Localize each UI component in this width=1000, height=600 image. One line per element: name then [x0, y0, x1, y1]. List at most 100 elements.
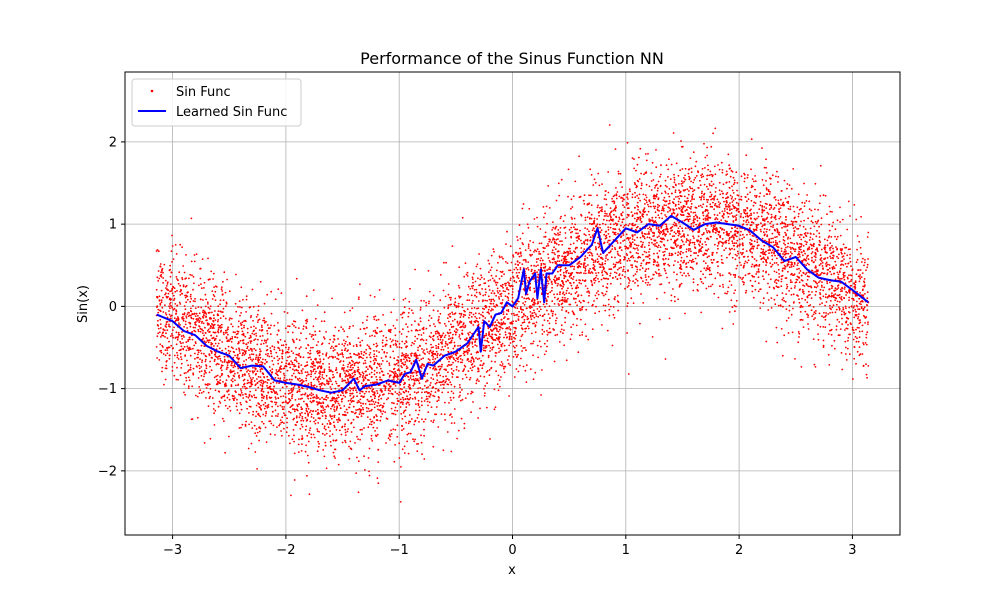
scatter-point	[807, 290, 810, 293]
scatter-point	[514, 251, 517, 254]
scatter-point	[545, 302, 548, 305]
scatter-point	[524, 369, 527, 372]
scatter-point	[664, 214, 666, 216]
scatter-point	[413, 391, 416, 393]
scatter-point	[334, 457, 336, 459]
scatter-point	[301, 415, 304, 418]
scatter-point	[457, 324, 460, 326]
scatter-point	[330, 370, 332, 372]
scatter-point	[609, 274, 611, 277]
scatter-point	[421, 404, 423, 407]
scatter-point	[162, 282, 165, 284]
scatter-point	[257, 305, 260, 308]
scatter-point	[595, 305, 597, 308]
scatter-point	[186, 345, 189, 348]
scatter-point	[306, 320, 309, 323]
scatter-point	[526, 279, 529, 282]
scatter-point	[765, 340, 768, 343]
scatter-point	[763, 206, 766, 208]
scatter-point	[482, 294, 485, 297]
scatter-point	[835, 328, 838, 331]
scatter-point	[321, 423, 324, 426]
scatter-point	[793, 210, 796, 213]
scatter-point	[193, 254, 196, 256]
scatter-point	[317, 361, 320, 364]
scatter-point	[279, 371, 282, 373]
scatter-point	[709, 235, 712, 238]
scatter-point	[549, 261, 552, 264]
scatter-point	[800, 243, 803, 246]
scatter-point	[411, 378, 413, 381]
scatter-point	[737, 194, 740, 197]
scatter-point	[280, 395, 282, 398]
scatter-point	[245, 395, 248, 398]
scatter-point	[691, 198, 693, 201]
scatter-point	[418, 406, 421, 408]
scatter-point	[734, 258, 737, 261]
scatter-point	[510, 336, 513, 338]
scatter-point	[443, 413, 446, 416]
scatter-point	[547, 243, 549, 245]
scatter-point	[521, 350, 523, 352]
scatter-point	[730, 197, 733, 200]
scatter-point	[413, 379, 416, 382]
scatter-point	[822, 344, 825, 347]
scatter-point	[270, 388, 273, 390]
scatter-point	[499, 270, 502, 273]
scatter-point	[551, 229, 553, 231]
scatter-point	[213, 412, 216, 415]
scatter-point	[522, 203, 525, 205]
scatter-point	[372, 426, 375, 429]
scatter-point	[626, 196, 628, 199]
scatter-point	[452, 361, 454, 364]
scatter-point	[314, 422, 317, 425]
scatter-point	[320, 409, 322, 412]
scatter-point	[252, 371, 254, 374]
scatter-point	[773, 298, 776, 301]
scatter-point	[757, 276, 760, 279]
scatter-point	[252, 410, 255, 413]
scatter-point	[634, 191, 636, 194]
scatter-point	[432, 421, 435, 424]
scatter-point	[722, 212, 725, 215]
scatter-point	[669, 178, 672, 181]
scatter-point	[689, 266, 692, 269]
scatter-point	[440, 341, 442, 344]
scatter-point	[168, 346, 171, 349]
scatter-point	[446, 383, 449, 386]
scatter-point	[760, 248, 763, 250]
scatter-point	[172, 285, 174, 288]
scatter-point	[574, 301, 577, 304]
scatter-point	[394, 339, 397, 342]
scatter-point	[247, 357, 250, 359]
scatter-point	[292, 352, 295, 354]
scatter-point	[836, 235, 839, 238]
scatter-point	[298, 377, 301, 380]
scatter-point	[806, 262, 809, 265]
scatter-point	[569, 338, 572, 341]
scatter-point	[664, 257, 667, 260]
scatter-point	[549, 266, 551, 269]
scatter-point	[488, 369, 491, 371]
scatter-point	[607, 191, 610, 194]
scatter-point	[504, 284, 507, 287]
scatter-point	[735, 235, 738, 238]
scatter-point	[663, 254, 666, 256]
scatter-point	[846, 347, 849, 350]
scatter-point	[799, 270, 802, 272]
scatter-point	[279, 377, 282, 380]
scatter-point	[309, 397, 312, 400]
scatter-point	[769, 278, 772, 281]
scatter-point	[364, 403, 367, 405]
scatter-point	[546, 222, 548, 225]
scatter-point	[698, 243, 700, 246]
scatter-point	[209, 325, 212, 327]
scatter-point	[453, 422, 456, 424]
scatter-point	[310, 394, 313, 397]
scatter-point	[728, 242, 730, 245]
scatter-point	[459, 358, 462, 360]
scatter-point	[564, 275, 567, 278]
scatter-point	[527, 261, 530, 263]
scatter-point	[734, 310, 736, 313]
scatter-point	[503, 371, 506, 374]
